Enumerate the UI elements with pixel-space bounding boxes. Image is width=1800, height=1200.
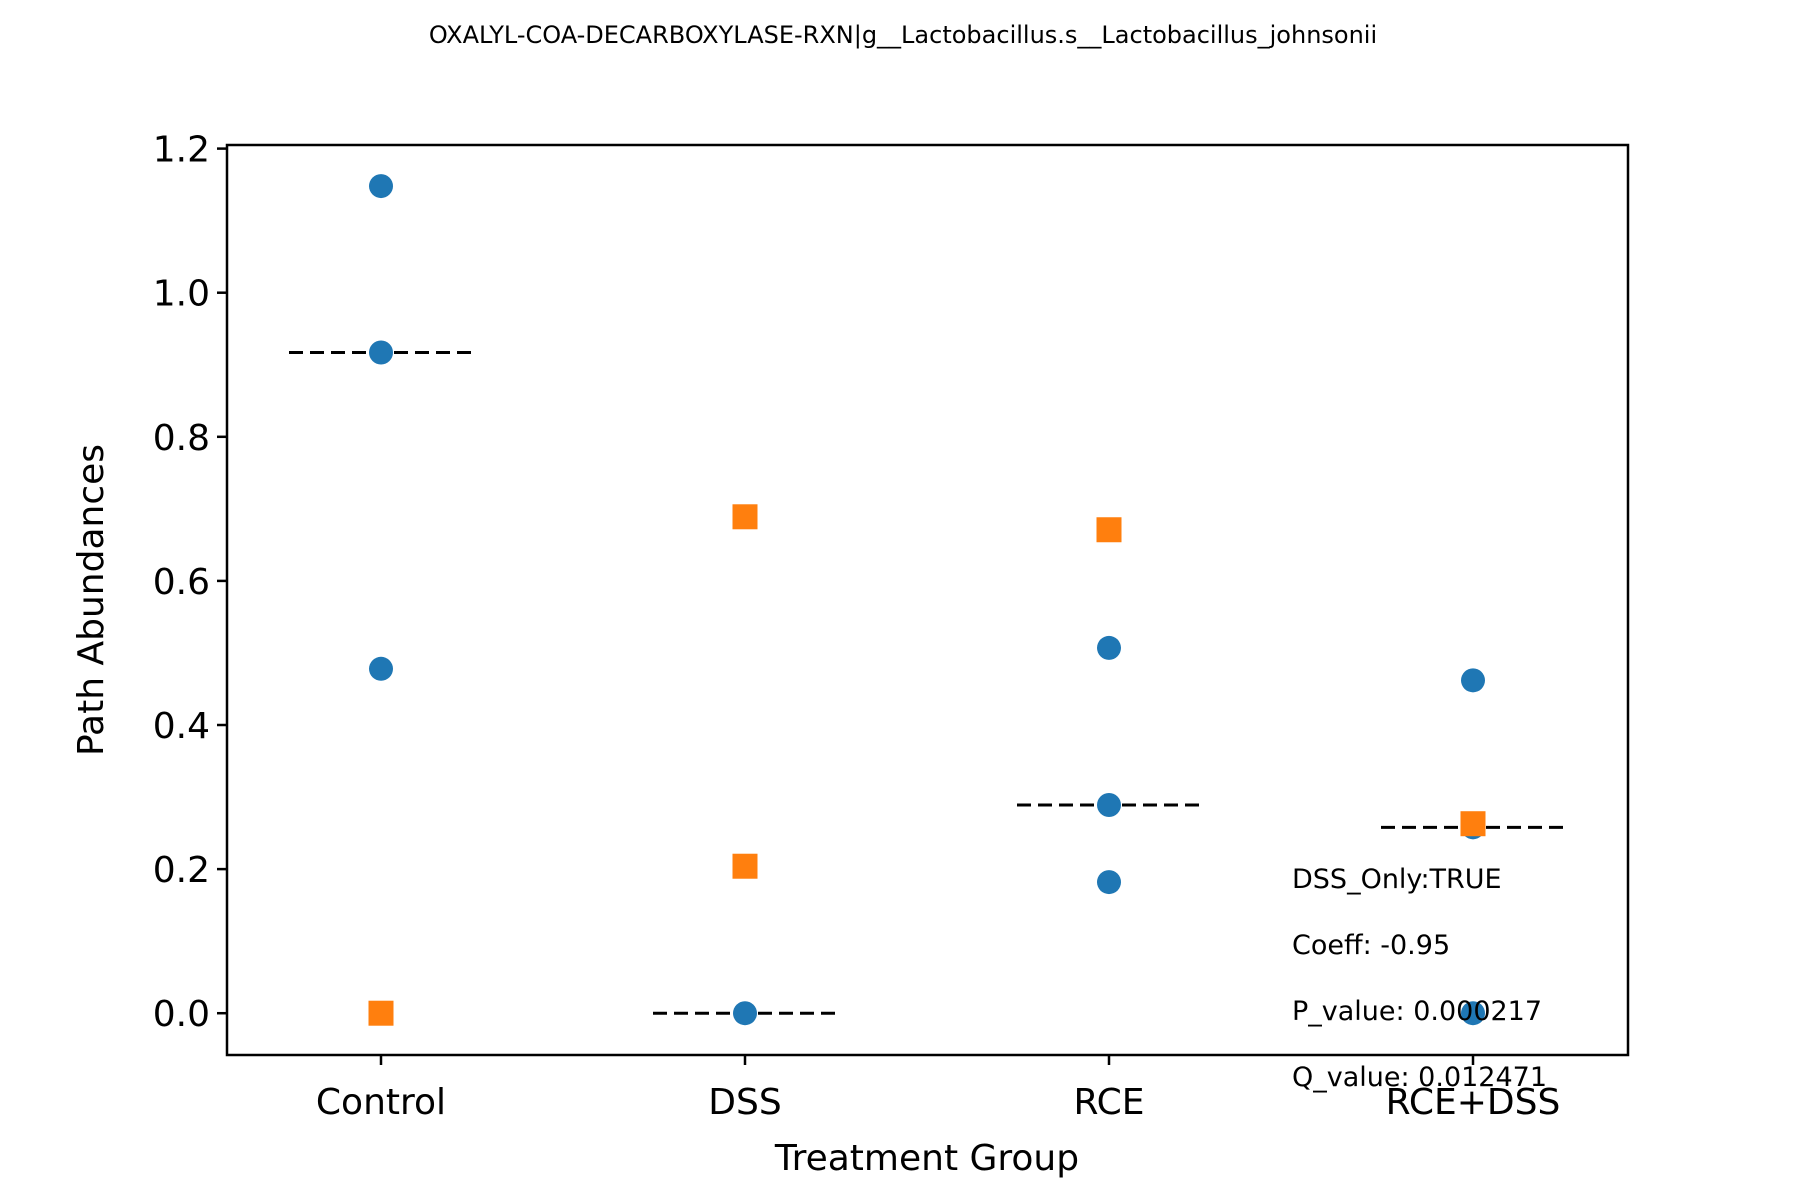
data-point-circle [1097, 635, 1121, 660]
y-tick-label: 0.6 [153, 562, 210, 603]
y-tick-label: 1.0 [153, 274, 210, 315]
data-point-square [1460, 811, 1486, 837]
chart-title: OXALYL-COA-DECARBOXYLASE-RXN|g__Lactobac… [429, 21, 1377, 49]
data-point-circle [1097, 870, 1121, 895]
data-point-square [732, 504, 758, 530]
data-point-circle [733, 1001, 757, 1026]
stats-annotation: Q_value: 0.012471 [1292, 1062, 1547, 1093]
data-point-square [1096, 517, 1122, 543]
y-axis: 0.0 0.2 0.4 0.6 0.8 1.0 1.2 [153, 130, 227, 1035]
stats-annotation: DSS_Only:TRUE [1292, 864, 1502, 895]
x-tick-label: RCE+DSS [1386, 1082, 1561, 1123]
data-point-circle [369, 174, 393, 199]
stats-annotation: P_value: 0.000217 [1292, 996, 1542, 1027]
x-axis: Control DSS RCE RCE+DSS [316, 1055, 1560, 1123]
x-tick-label: Control [316, 1082, 446, 1123]
data-point-square [732, 853, 758, 879]
data-point-circle [1461, 1001, 1485, 1026]
y-tick-label: 0.2 [153, 850, 210, 891]
y-tick-label: 0.0 [153, 994, 210, 1035]
data-point-circle [369, 340, 393, 365]
data-point-square [368, 1000, 394, 1026]
x-axis-label: Treatment Group [774, 1138, 1079, 1179]
y-axis-label: Path Abundances [71, 444, 112, 756]
data-point-circle [1097, 792, 1121, 817]
data-point-circle [1461, 668, 1485, 693]
x-tick-label: DSS [708, 1082, 781, 1123]
y-tick-label: 1.2 [153, 130, 210, 171]
median-lines [289, 351, 1565, 1015]
data-points [368, 174, 1486, 1026]
x-tick-label: RCE [1073, 1082, 1144, 1123]
stats-annotation: Coeff: -0.95 [1292, 930, 1450, 961]
y-tick-label: 0.8 [153, 418, 210, 459]
data-point-circle [369, 656, 393, 681]
y-tick-label: 0.4 [153, 706, 210, 747]
stats-annotations: DSS_Only:TRUE Coeff: -0.95 P_value: 0.0002… [1292, 864, 1547, 1093]
plot-frame [225, 143, 1630, 1057]
